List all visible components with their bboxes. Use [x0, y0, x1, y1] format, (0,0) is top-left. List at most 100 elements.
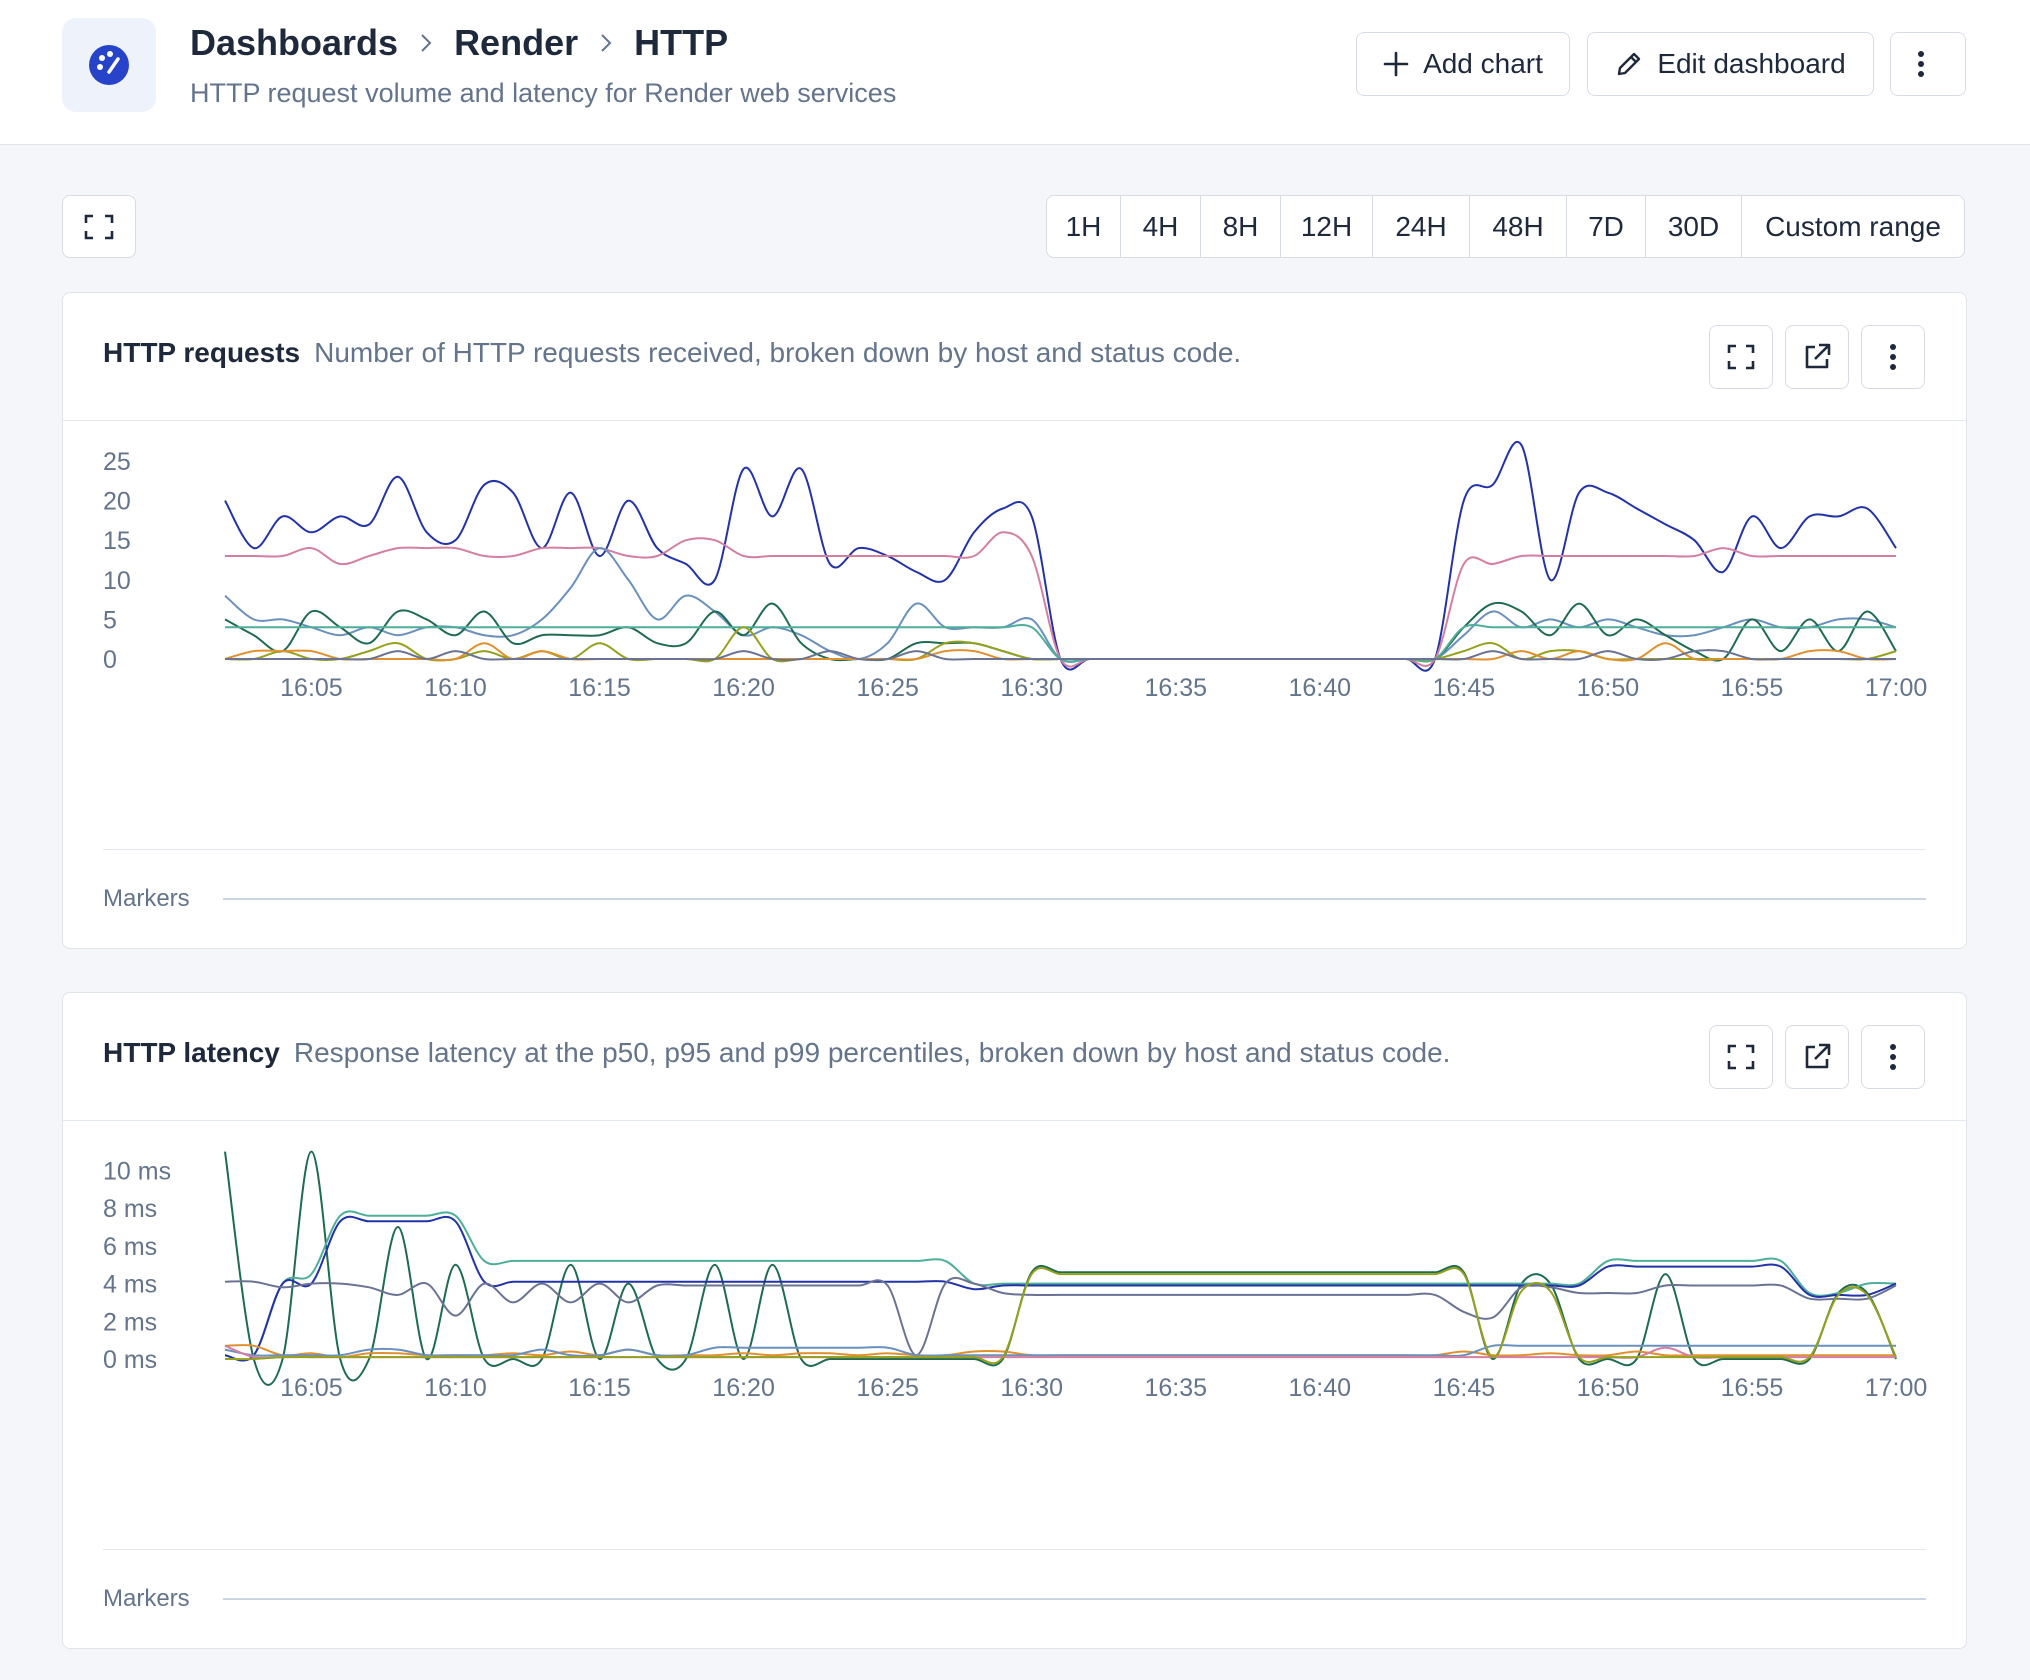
chart-title-text: HTTP requests: [103, 337, 301, 368]
x-tick-label: 16:35: [1144, 674, 1207, 702]
x-tick-label: 16:30: [1000, 1374, 1063, 1402]
kebab-menu-icon: [1890, 344, 1896, 370]
x-tick-label: 16:10: [424, 1374, 487, 1402]
y-tick-label: 10 ms: [103, 1157, 171, 1185]
x-tick-label: 16:45: [1433, 674, 1496, 702]
range-7d[interactable]: 7D: [1567, 196, 1646, 257]
x-tick-label: 16:55: [1721, 674, 1784, 702]
fullscreen-button[interactable]: [62, 195, 136, 258]
series-line: [224, 1267, 1897, 1365]
gauge-icon: [89, 45, 129, 85]
chart-fullscreen-button[interactable]: [1709, 325, 1773, 389]
y-tick-label: 20: [103, 488, 131, 516]
chart-open-external-button[interactable]: [1785, 325, 1849, 389]
x-tick-label: 16:50: [1577, 1374, 1640, 1402]
range-30d[interactable]: 30D: [1646, 196, 1742, 257]
chart-card-header: HTTP latency Response latency at the p50,…: [63, 993, 1966, 1121]
markers-label: Markers: [103, 885, 190, 912]
chart-menu-button[interactable]: [1861, 1025, 1925, 1089]
range-custom[interactable]: Custom range: [1765, 210, 1941, 242]
chart-card-http-requests: HTTP requests Number of HTTP requests rec…: [62, 292, 1967, 949]
breadcrumb-render[interactable]: Render: [454, 22, 579, 63]
chart-menu-button[interactable]: [1861, 325, 1925, 389]
markers-divider: [103, 1549, 1926, 1550]
y-tick-label: 25: [103, 448, 131, 476]
x-tick-label: 16:15: [568, 1374, 631, 1402]
series-line: [225, 649, 1896, 661]
edit-dashboard-label: Edit dashboard: [1657, 48, 1846, 79]
expand-icon: [1727, 344, 1755, 370]
add-chart-label: Add chart: [1423, 48, 1543, 79]
chart-open-external-button[interactable]: [1785, 1025, 1849, 1089]
page-header: Dashboards Render HTTP HTTP request volu…: [0, 0, 2030, 145]
series-line: [224, 1276, 1897, 1357]
http-latency-chart: 0 ms 2 ms 4 ms 6 ms 8 ms 10 ms 16:05 16:10 16:15…: [103, 1150, 1928, 1402]
x-tick-label: 17:00: [1865, 1374, 1928, 1402]
y-tick-label: 2 ms: [103, 1308, 157, 1336]
y-tick-label: 5: [103, 606, 117, 634]
dashboard-logo: [62, 18, 156, 112]
chart-title: HTTP requests Number of HTTP requests rec…: [103, 337, 1241, 369]
chart-description: Number of HTTP requests received, broken…: [314, 337, 1242, 368]
time-range-selector: 1H 4H 8H 12H 24H 48H 7D 30D Custom range: [1046, 195, 1965, 258]
series-line: [224, 1344, 1896, 1358]
external-link-icon: [1805, 1043, 1831, 1069]
y-tick-label: 10: [103, 567, 131, 595]
plus-icon: [1383, 51, 1409, 77]
expand-icon: [1727, 1044, 1755, 1070]
chevron-right-icon: [418, 32, 434, 54]
x-tick-label: 16:20: [712, 1374, 775, 1402]
chart-description: Response latency at the p50, p95 and p99…: [293, 1037, 1451, 1068]
range-48h[interactable]: 48H: [1470, 196, 1567, 257]
series-line: [224, 1210, 1897, 1362]
x-tick-label: 16:10: [424, 674, 487, 702]
x-tick-label: 16:30: [1000, 674, 1063, 702]
x-tick-label: 17:00: [1865, 674, 1928, 702]
http-requests-chart: 0 5 10 15 20 25 16:05 16:10 16:15 16:20 16:25 16:30…: [103, 441, 1928, 702]
x-tick-label: 16:15: [568, 674, 631, 702]
range-1h[interactable]: 1H: [1047, 196, 1121, 257]
breadcrumb-dashboards[interactable]: Dashboards: [190, 22, 399, 63]
x-tick-label: 16:20: [712, 674, 775, 702]
markers-track: [223, 1598, 1926, 1600]
x-tick-label: 16:40: [1289, 1374, 1352, 1402]
x-tick-label: 16:55: [1721, 1374, 1784, 1402]
y-tick-label: 0 ms: [103, 1346, 157, 1374]
more-options-button[interactable]: [1890, 32, 1966, 96]
range-4h[interactable]: 4H: [1121, 196, 1201, 257]
chart-fullscreen-button[interactable]: [1709, 1025, 1773, 1089]
range-12h[interactable]: 12H: [1281, 196, 1373, 257]
chevron-right-icon: [598, 32, 614, 54]
y-tick-label: 8 ms: [103, 1195, 157, 1223]
breadcrumb: Dashboards Render HTTP: [190, 22, 728, 64]
y-tick-label: 6 ms: [103, 1233, 157, 1261]
range-8h[interactable]: 8H: [1201, 196, 1281, 257]
range-24h[interactable]: 24H: [1373, 196, 1470, 257]
markers-label: Markers: [103, 1585, 190, 1612]
chart-card-http-latency: HTTP latency Response latency at the p50,…: [62, 992, 1967, 1649]
chart-title-text: HTTP latency: [103, 1037, 280, 1068]
x-tick-label: 16:05: [280, 1374, 343, 1402]
x-tick-label: 16:50: [1577, 674, 1640, 702]
series-line: [224, 1150, 1897, 1386]
markers-track: [223, 898, 1926, 900]
chart-card-header: HTTP requests Number of HTTP requests rec…: [63, 293, 1966, 421]
y-tick-label: 0: [103, 646, 117, 674]
kebab-menu-icon: [1890, 1044, 1896, 1070]
x-tick-label: 16:35: [1144, 1374, 1207, 1402]
kebab-menu-icon: [1918, 51, 1924, 77]
series-line: [224, 1215, 1897, 1362]
y-tick-label: 4 ms: [103, 1271, 157, 1299]
edit-dashboard-button[interactable]: Edit dashboard: [1587, 32, 1874, 96]
series-line: [224, 547, 1897, 663]
add-chart-button[interactable]: Add chart: [1356, 32, 1570, 96]
markers-divider: [103, 849, 1926, 850]
x-tick-label: 16:25: [856, 1374, 919, 1402]
breadcrumb-http: HTTP: [634, 22, 729, 63]
page-subtitle: HTTP request volume and latency for Rend…: [190, 78, 897, 108]
y-tick-label: 15: [103, 527, 131, 555]
pencil-icon: [1618, 52, 1641, 76]
chart-title: HTTP latency Response latency at the p50,…: [103, 1037, 1450, 1069]
x-tick-label: 16:05: [280, 674, 343, 702]
expand-icon: [84, 214, 114, 239]
